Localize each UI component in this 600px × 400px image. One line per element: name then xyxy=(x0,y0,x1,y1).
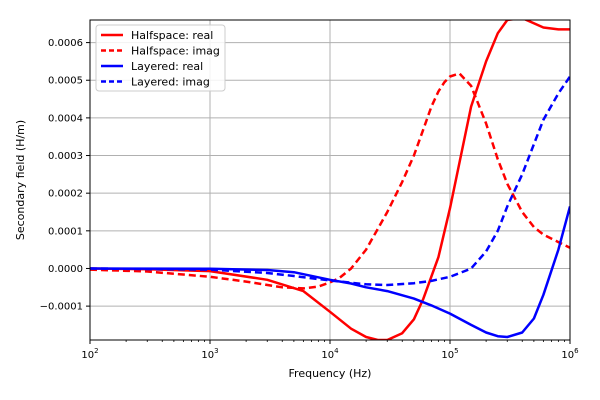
y-axis: −0.0001 0.0000 0.0001 0.0002 0.0003 0.0004 0.0… xyxy=(40,38,90,313)
legend: Halfspace: real Halfspace: imag Layered: r… xyxy=(95,24,226,92)
x-tick-label: 102 xyxy=(81,347,98,361)
y-tick-label: 0.0002 xyxy=(48,189,83,200)
x-axis: 102 103 104 105 106 xyxy=(81,340,579,361)
y-tick-label: 0.0005 xyxy=(48,76,83,87)
series-line-layered-real xyxy=(90,206,570,339)
x-tick-label: 103 xyxy=(201,347,218,361)
plot-series xyxy=(90,20,570,340)
x-axis-label: Frequency (Hz) xyxy=(289,367,372,380)
x-tick-label: 105 xyxy=(441,347,458,361)
legend-label: Halfspace: imag xyxy=(131,45,220,58)
legend-box xyxy=(95,24,226,92)
series-line-layered-imag xyxy=(90,75,570,287)
legend-label: Layered: imag xyxy=(131,76,210,89)
y-axis-label: Secondary field (H/m) xyxy=(14,120,27,240)
y-tick-label: 0.0006 xyxy=(48,38,83,49)
y-tick-label: −0.0001 xyxy=(40,302,83,313)
y-tick-label: 0.0001 xyxy=(48,226,83,237)
y-tick-label: 0.0000 xyxy=(48,264,83,275)
x-tick-label: 104 xyxy=(321,347,339,361)
y-tick-label: 0.0003 xyxy=(48,151,83,162)
x-tick-label: 106 xyxy=(561,347,579,361)
y-tick-label: 0.0004 xyxy=(48,113,83,124)
legend-label: Halfspace: real xyxy=(131,29,213,42)
legend-label: Layered: real xyxy=(131,60,203,73)
